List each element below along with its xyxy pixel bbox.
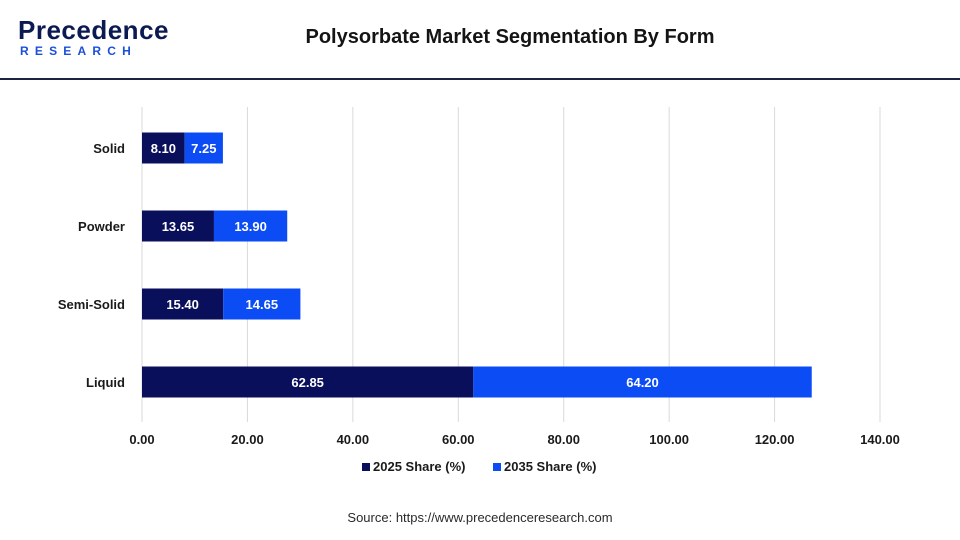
- bar-segment-2025: [142, 288, 224, 320]
- category-label: Semi-Solid: [58, 297, 125, 312]
- logo-subtitle: RESEARCH: [20, 44, 137, 58]
- bar-segment-2035: [473, 366, 812, 398]
- x-tick-label: 100.00: [649, 432, 689, 447]
- legend-label: 2025 Share (%): [373, 459, 466, 474]
- data-label: 7.25: [191, 141, 216, 156]
- source-text: Source: https://www.precedenceresearch.c…: [347, 510, 613, 525]
- legend-label: 2035 Share (%): [504, 459, 597, 474]
- data-label: 15.40: [166, 297, 199, 312]
- bar-segment-2025: [142, 210, 214, 242]
- category-label: Liquid: [86, 375, 125, 390]
- category-label: Powder: [78, 219, 125, 234]
- bar-chart: 0.00 20.00 40.00 60.00 80.00 100.00 120.00 140.…: [58, 107, 900, 474]
- data-label: 62.85: [291, 375, 324, 390]
- x-tick-label: 60.00: [442, 432, 475, 447]
- legend-swatch: [362, 463, 370, 471]
- category-label: Solid: [93, 141, 125, 156]
- x-tick-label: 140.00: [860, 432, 900, 447]
- data-label: 8.10: [151, 141, 176, 156]
- logo-wordmark: Precedence: [18, 15, 169, 45]
- data-label: 64.20: [626, 375, 659, 390]
- chart-title: Polysorbate Market Segmentation By Form: [305, 26, 715, 48]
- x-tick-label: 0.00: [129, 432, 154, 447]
- bar-segment-2025: [142, 132, 185, 164]
- x-tick-label: 80.00: [547, 432, 580, 447]
- x-tick-label: 40.00: [337, 432, 370, 447]
- data-label: 14.65: [246, 297, 279, 312]
- legend-swatch: [493, 463, 501, 471]
- bar-segment-2025: [142, 366, 474, 398]
- x-tick-label: 120.00: [755, 432, 795, 447]
- bar-segment-2035: [184, 132, 223, 164]
- bar-segment-2035: [213, 210, 288, 242]
- data-label: 13.90: [234, 219, 267, 234]
- data-label: 13.65: [162, 219, 195, 234]
- logo: Precedence RESEARCH: [18, 16, 168, 64]
- x-tick-label: 20.00: [231, 432, 264, 447]
- header: Precedence RESEARCH Polysorbate Market S…: [0, 0, 960, 80]
- bar-segment-2035: [223, 288, 301, 320]
